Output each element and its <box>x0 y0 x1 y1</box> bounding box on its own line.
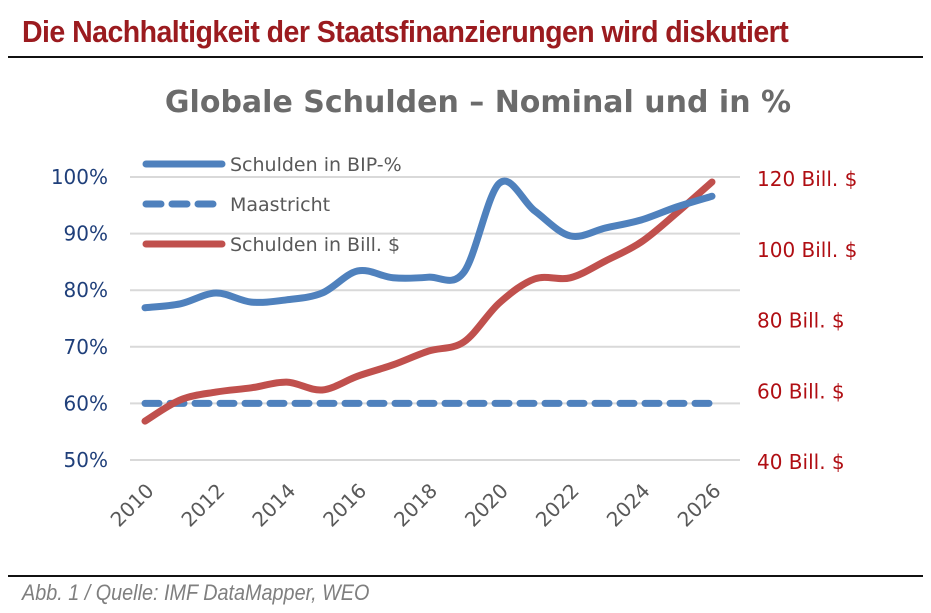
page-headline: Die Nachhaltigkeit der Staatsfinanzierun… <box>22 14 789 49</box>
left-axis-tick-label: 60% <box>64 391 108 415</box>
legend-label: Maastricht <box>230 194 330 216</box>
x-axis-tick-label: 2018 <box>389 479 442 532</box>
x-axis-tick-label: 2012 <box>176 479 229 532</box>
left-axis-tick-label: 70% <box>64 335 108 359</box>
x-axis-tick-label: 2026 <box>673 479 726 532</box>
left-axis-tick-label: 90% <box>64 222 108 246</box>
top-divider <box>8 56 923 58</box>
x-axis-tick-label: 2010 <box>106 479 159 532</box>
left-axis-tick-label: 80% <box>64 278 108 302</box>
series-line-bill <box>141 178 716 425</box>
left-axis-tick-label: 100% <box>51 165 108 189</box>
legend-label: Schulden in Bill. $ <box>230 234 400 256</box>
right-axis-tick-label: 100 Bill. $ <box>757 238 857 262</box>
right-axis-tick-label: 40 Bill. $ <box>757 450 845 474</box>
source-caption: Abb. 1 / Quelle: IMF DataMapper, WEO <box>22 580 370 605</box>
bottom-divider <box>8 575 923 577</box>
legend-label: Schulden in BIP-% <box>230 154 402 176</box>
right-axis: 40 Bill. $ 60 Bill. $ 80 Bill. $ 100 Bill. … <box>757 167 857 474</box>
series-group <box>141 177 716 425</box>
x-axis-tick-label: 2016 <box>318 479 371 532</box>
x-axis-tick-label: 2022 <box>531 479 584 532</box>
x-axis-tick-label: 2020 <box>460 479 513 532</box>
right-axis-tick-label: 120 Bill. $ <box>757 167 857 191</box>
right-axis-tick-label: 80 Bill. $ <box>757 309 845 333</box>
chart-title: Globale Schulden – Nominal und in % <box>165 85 791 120</box>
left-axis: 50% 60% 70% 80% 90% 100% <box>51 165 108 472</box>
left-axis-tick-label: 50% <box>64 448 108 472</box>
x-axis: 2010 2012 2014 2016 2018 2020 2022 2024 2026 <box>106 479 726 532</box>
x-axis-tick-label: 2024 <box>602 479 655 532</box>
x-axis-tick-label: 2014 <box>247 479 300 532</box>
legend: Schulden in BIP-% Maastricht Schulden in B… <box>142 154 402 256</box>
chart: Globale Schulden – Nominal und in % 50% 6… <box>51 85 858 532</box>
right-axis-tick-label: 60 Bill. $ <box>757 379 845 403</box>
